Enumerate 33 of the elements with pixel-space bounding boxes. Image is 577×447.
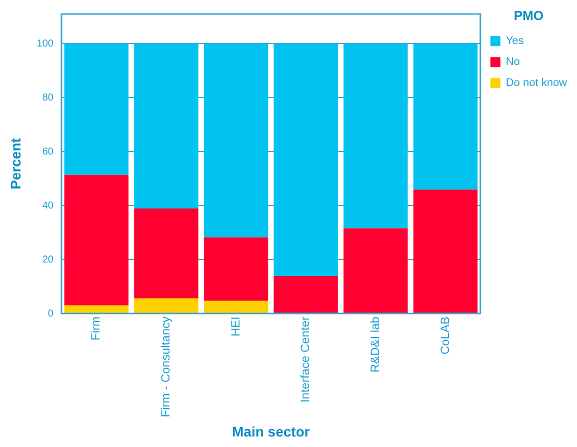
x-tick-label: CoLAB [438, 316, 452, 355]
x-tick-label: Interface Center [298, 316, 312, 403]
x-tick-label: Firm [88, 316, 103, 341]
bar [204, 44, 268, 238]
bar [64, 305, 129, 314]
x-tick-label: Firm - Consultancy [158, 316, 173, 418]
bar [204, 300, 268, 314]
bar [204, 237, 268, 301]
bar [413, 190, 478, 314]
y-axis-title: Percent [7, 138, 24, 190]
bar [344, 228, 408, 314]
x-tick-label: R&D&I lab [368, 316, 382, 373]
x-tick-label: HEI [228, 316, 242, 337]
legend-label: No [506, 56, 520, 68]
bar [274, 276, 338, 314]
bar [413, 44, 478, 190]
y-tick-label: 0 [48, 308, 54, 320]
bar [134, 298, 198, 314]
y-tick-label: 60 [42, 146, 54, 158]
y-tick-label: 40 [42, 200, 54, 212]
y-tick-label: 20 [42, 254, 54, 266]
bar [134, 208, 198, 298]
legend-title: PMO [514, 8, 544, 24]
bar [134, 44, 198, 209]
y-tick-label: 80 [42, 92, 54, 104]
legend-label: Yes [506, 35, 524, 48]
y-tick-label: 100 [36, 38, 54, 50]
bar [274, 44, 338, 276]
x-axis-title: Main sector [232, 423, 310, 440]
bar [344, 44, 408, 228]
bar [64, 174, 129, 306]
legend-label: Do not know [506, 77, 568, 90]
bar [64, 44, 129, 175]
